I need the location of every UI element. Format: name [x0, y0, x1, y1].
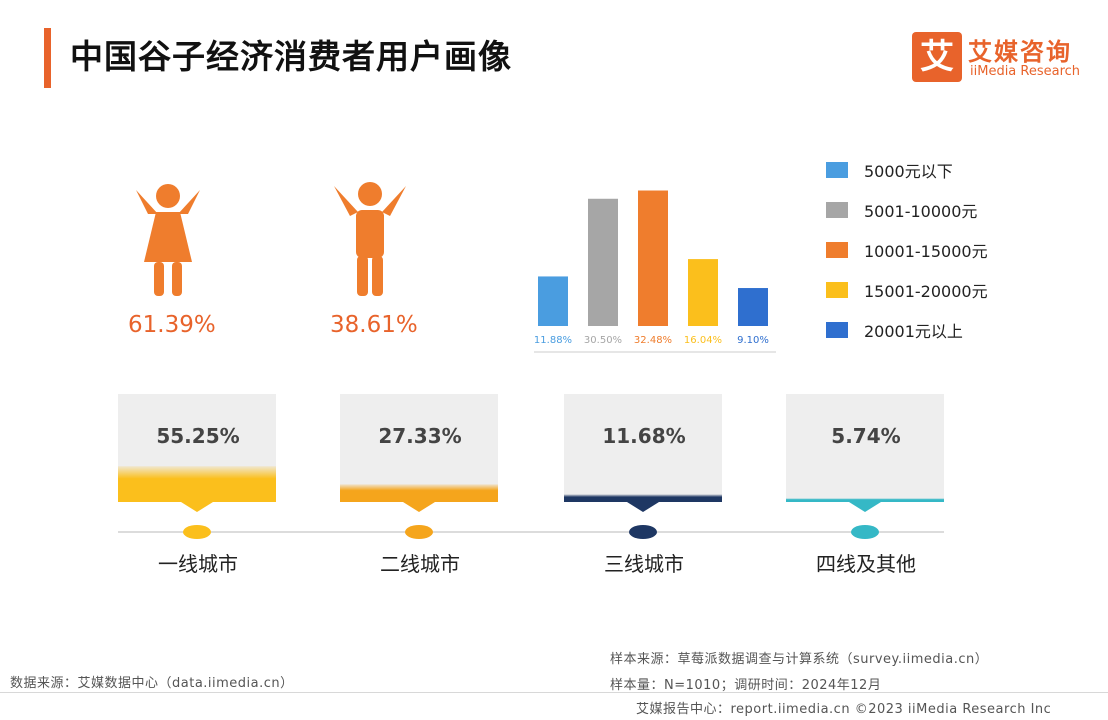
income-bar-label: 32.48%: [634, 335, 672, 346]
legend-swatch: [826, 282, 848, 298]
city-tier-label: 二线城市: [380, 552, 460, 576]
page-title: 中国谷子经济消费者用户画像: [70, 37, 512, 76]
city-tier-chart: [118, 394, 944, 539]
logo-mark: 艾: [912, 32, 962, 82]
city-bar: [786, 498, 944, 502]
city-marker: [851, 525, 879, 539]
legend-label: 5000元以下: [864, 162, 953, 181]
city-tier-label: 一线城市: [158, 552, 238, 576]
city-card: [564, 394, 722, 502]
legend-swatch: [826, 162, 848, 178]
income-bar-label: 30.50%: [584, 335, 622, 346]
city-pointer: [849, 502, 881, 512]
income-bar: [738, 288, 768, 326]
city-bar: [564, 494, 722, 502]
city-marker: [629, 525, 657, 539]
income-bar: [638, 190, 668, 326]
legend-label: 10001-15000元: [864, 242, 988, 261]
city-pointer: [403, 502, 435, 512]
city-marker: [405, 525, 433, 539]
income-bar-label: 16.04%: [684, 335, 722, 346]
footer-divider: [0, 692, 1108, 693]
city-pointer: [627, 502, 659, 512]
income-bar: [538, 276, 568, 326]
city-percent-label: 5.74%: [831, 424, 901, 448]
city-percent-label: 11.68%: [602, 424, 686, 448]
title-accent-bar: [44, 28, 51, 88]
income-bar: [588, 198, 618, 326]
female-percent: 61.39%: [128, 312, 216, 338]
male-percent: 38.61%: [330, 312, 418, 338]
legend-label: 20001元以上: [864, 322, 963, 341]
legend-swatch: [826, 202, 848, 218]
city-tier-label: 三线城市: [604, 552, 684, 576]
iimedia-logo: 艾 艾媒咨询 iiMedia Research: [912, 32, 1092, 84]
legend-label: 15001-20000元: [864, 282, 988, 301]
male-person-icon: [334, 182, 406, 296]
data-source-note: 数据来源：艾媒数据中心（data.iimedia.cn）: [10, 676, 294, 691]
legend-swatch: [826, 242, 848, 258]
city-marker: [183, 525, 211, 539]
female-person-icon: [136, 184, 200, 296]
logo-cn-text: 艾媒咨询: [968, 38, 1072, 66]
income-bar-label: 11.88%: [534, 335, 572, 346]
legend-label: 5001-10000元: [864, 202, 978, 221]
legend-swatch: [826, 322, 848, 338]
city-card: [786, 394, 944, 502]
footer-bottom-line: 艾媒报告中心：report.iimedia.cn ©2023 iiMedia R…: [636, 702, 1052, 717]
sample-info-note: 样本量：N=1010；调研时间：2024年12月: [610, 678, 882, 693]
city-pointer: [181, 502, 213, 512]
city-percent-label: 27.33%: [378, 424, 462, 448]
sample-source-note: 样本来源：草莓派数据调查与计算系统（survey.iimedia.cn）: [610, 652, 989, 667]
city-percent-label: 55.25%: [156, 424, 240, 448]
income-bar-chart: 11.88% 30.50% 32.48% 16.04% 9.10%: [534, 190, 776, 353]
income-bar-label: 9.10%: [737, 335, 769, 346]
logo-en-text: iiMedia Research: [970, 64, 1081, 79]
city-card: [340, 394, 498, 502]
income-bar: [688, 259, 718, 326]
city-tier-label: 四线及其他: [816, 552, 916, 576]
city-bar: [340, 484, 498, 502]
city-bar: [118, 466, 276, 502]
